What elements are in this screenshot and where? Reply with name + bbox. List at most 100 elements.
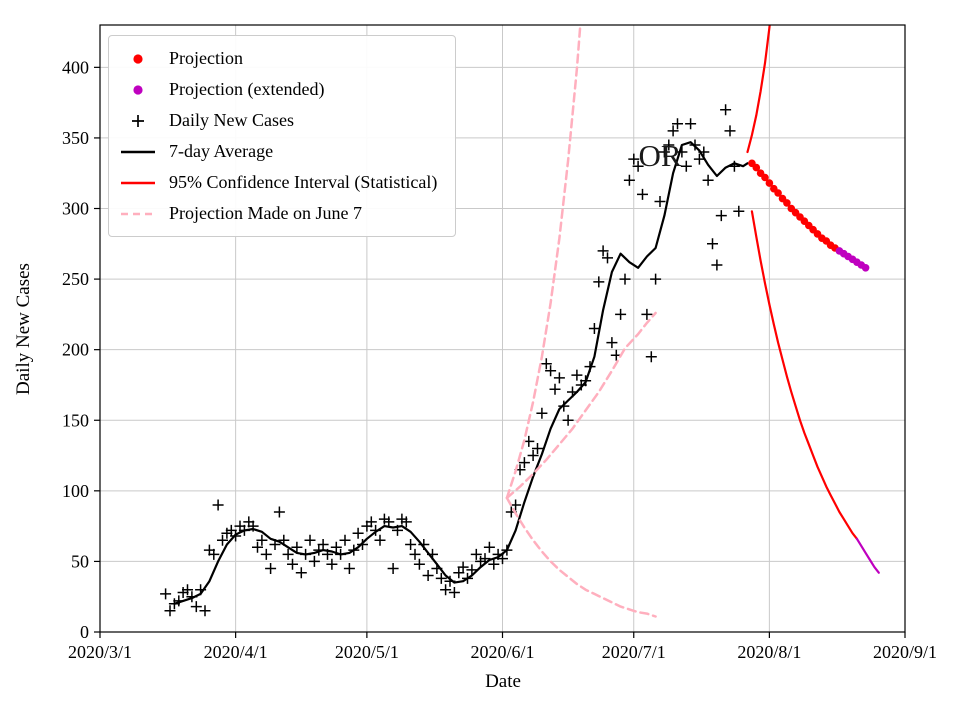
series-daily-new-cases xyxy=(330,541,342,553)
legend-item-label: Projection (extended) xyxy=(169,79,325,99)
series-daily-new-cases xyxy=(422,570,434,581)
series-daily-new-cases xyxy=(562,414,574,426)
legend: Projection Projection (extended) Daily New… xyxy=(108,35,457,237)
series-daily-new-cases xyxy=(654,196,666,207)
series-daily-new-cases xyxy=(409,548,421,560)
legend-marker-plus-icon xyxy=(132,114,144,127)
legend-marker-line-icon xyxy=(121,181,155,184)
series-daily-new-cases xyxy=(466,564,478,576)
series-daily-new-cases xyxy=(597,245,609,257)
series-daily-new-cases xyxy=(387,563,399,574)
series-daily-new-cases xyxy=(273,506,285,518)
x-tick-label: 2020/3/1 xyxy=(68,642,132,662)
series-daily-new-cases xyxy=(720,104,732,116)
series-daily-new-cases xyxy=(352,527,364,539)
series-daily-new-cases xyxy=(628,153,640,165)
series-daily-new-cases xyxy=(470,548,482,560)
legend-marker-dashed-line-icon xyxy=(121,212,155,215)
series-daily-new-cases xyxy=(400,516,412,528)
series-daily-new-cases xyxy=(383,516,395,528)
series-projection xyxy=(783,199,791,207)
series-daily-new-cases xyxy=(680,160,692,172)
legend-item-projection-made-on-june-7: Projection Made on June 7 xyxy=(119,198,437,229)
legend-marker-dot-icon xyxy=(133,53,143,64)
series-daily-new-cases xyxy=(663,139,675,151)
x-tick-label: 2020/8/1 xyxy=(737,642,801,662)
series-daily-new-cases xyxy=(606,337,618,349)
series-daily-new-cases xyxy=(527,450,539,461)
series-daily-new-cases xyxy=(435,572,447,584)
legend-item-7-day-average: 7-day Average xyxy=(119,136,437,167)
x-tick-label: 2020/7/1 xyxy=(602,642,666,662)
series-daily-new-cases xyxy=(658,146,670,158)
x-tick-label: 2020/6/1 xyxy=(470,642,534,662)
series-daily-new-cases xyxy=(295,567,307,579)
x-tick-label: 2020/9/1 xyxy=(873,642,937,662)
series-daily-new-cases xyxy=(602,252,613,264)
legend-marker-line-icon xyxy=(121,150,155,153)
y-tick-label: 100 xyxy=(62,481,89,501)
series-daily-new-cases xyxy=(199,605,211,617)
series-daily-new-cases xyxy=(308,555,320,567)
series-daily-new-cases xyxy=(540,358,552,370)
series-daily-new-cases xyxy=(217,534,228,546)
series-daily-new-cases xyxy=(374,534,386,546)
state-annotation: OR xyxy=(638,138,682,174)
x-tick-label: 2020/4/1 xyxy=(204,642,268,662)
y-tick-label: 400 xyxy=(62,57,89,77)
series-daily-new-cases xyxy=(693,153,705,165)
series-daily-new-cases xyxy=(160,588,172,600)
legend-item-label: 7-day Average xyxy=(169,141,274,161)
y-tick-label: 300 xyxy=(62,199,89,219)
y-axis-label: Daily New Cases xyxy=(13,263,34,395)
series-daily-new-cases xyxy=(448,587,460,598)
series-projection xyxy=(774,189,782,197)
series-daily-new-cases xyxy=(405,539,417,550)
series-daily-new-cases xyxy=(343,563,355,574)
series-daily-new-cases xyxy=(553,372,565,384)
series-daily-new-cases xyxy=(212,499,224,511)
series-daily-new-cases xyxy=(291,541,303,553)
series-projection-made-on-june-7 xyxy=(505,25,582,500)
series-daily-new-cases xyxy=(724,125,736,137)
legend-item-label: Daily New Cases xyxy=(169,110,294,130)
series-95-confidence-interval-statistical xyxy=(746,25,771,154)
series-daily-new-cases xyxy=(483,541,495,553)
x-axis-label: Date xyxy=(485,671,521,692)
series-daily-new-cases xyxy=(623,174,635,186)
legend-item-label: Projection xyxy=(169,48,243,68)
legend-item-projection-extended: Projection (extended) xyxy=(119,74,437,105)
series-7-day-average xyxy=(173,141,749,605)
series-daily-new-cases xyxy=(532,443,543,454)
series-daily-new-cases xyxy=(208,548,220,560)
series-daily-new-cases xyxy=(453,567,465,579)
series-projection xyxy=(761,173,769,182)
series-daily-new-cases xyxy=(536,407,548,419)
series-daily-new-cases xyxy=(733,205,745,217)
series-daily-new-cases xyxy=(265,563,277,574)
series-daily-new-cases xyxy=(339,534,351,546)
series-projection-made-on-june-7 xyxy=(505,311,657,500)
series-daily-new-cases xyxy=(457,561,469,573)
series-daily-new-cases xyxy=(545,365,557,377)
series-daily-new-cases xyxy=(619,273,631,285)
series-daily-new-cases xyxy=(164,605,176,617)
series-daily-new-cases xyxy=(317,539,329,550)
series-daily-new-cases xyxy=(252,541,263,553)
legend-marker-dot-icon xyxy=(133,84,143,95)
series-daily-new-cases xyxy=(365,516,377,528)
series-daily-new-cases xyxy=(304,534,316,546)
plot-frame xyxy=(99,24,906,633)
series-daily-new-cases xyxy=(287,558,298,570)
series-daily-new-cases xyxy=(588,323,600,334)
series-projection xyxy=(752,163,761,172)
y-tick-label: 200 xyxy=(62,340,89,360)
series-daily-new-cases xyxy=(615,308,627,320)
series-daily-new-cases xyxy=(549,383,561,395)
y-tick-label: 350 xyxy=(62,128,89,148)
series-daily-new-cases xyxy=(413,558,425,570)
series-daily-new-cases xyxy=(326,558,338,570)
series-daily-new-cases xyxy=(571,369,583,381)
